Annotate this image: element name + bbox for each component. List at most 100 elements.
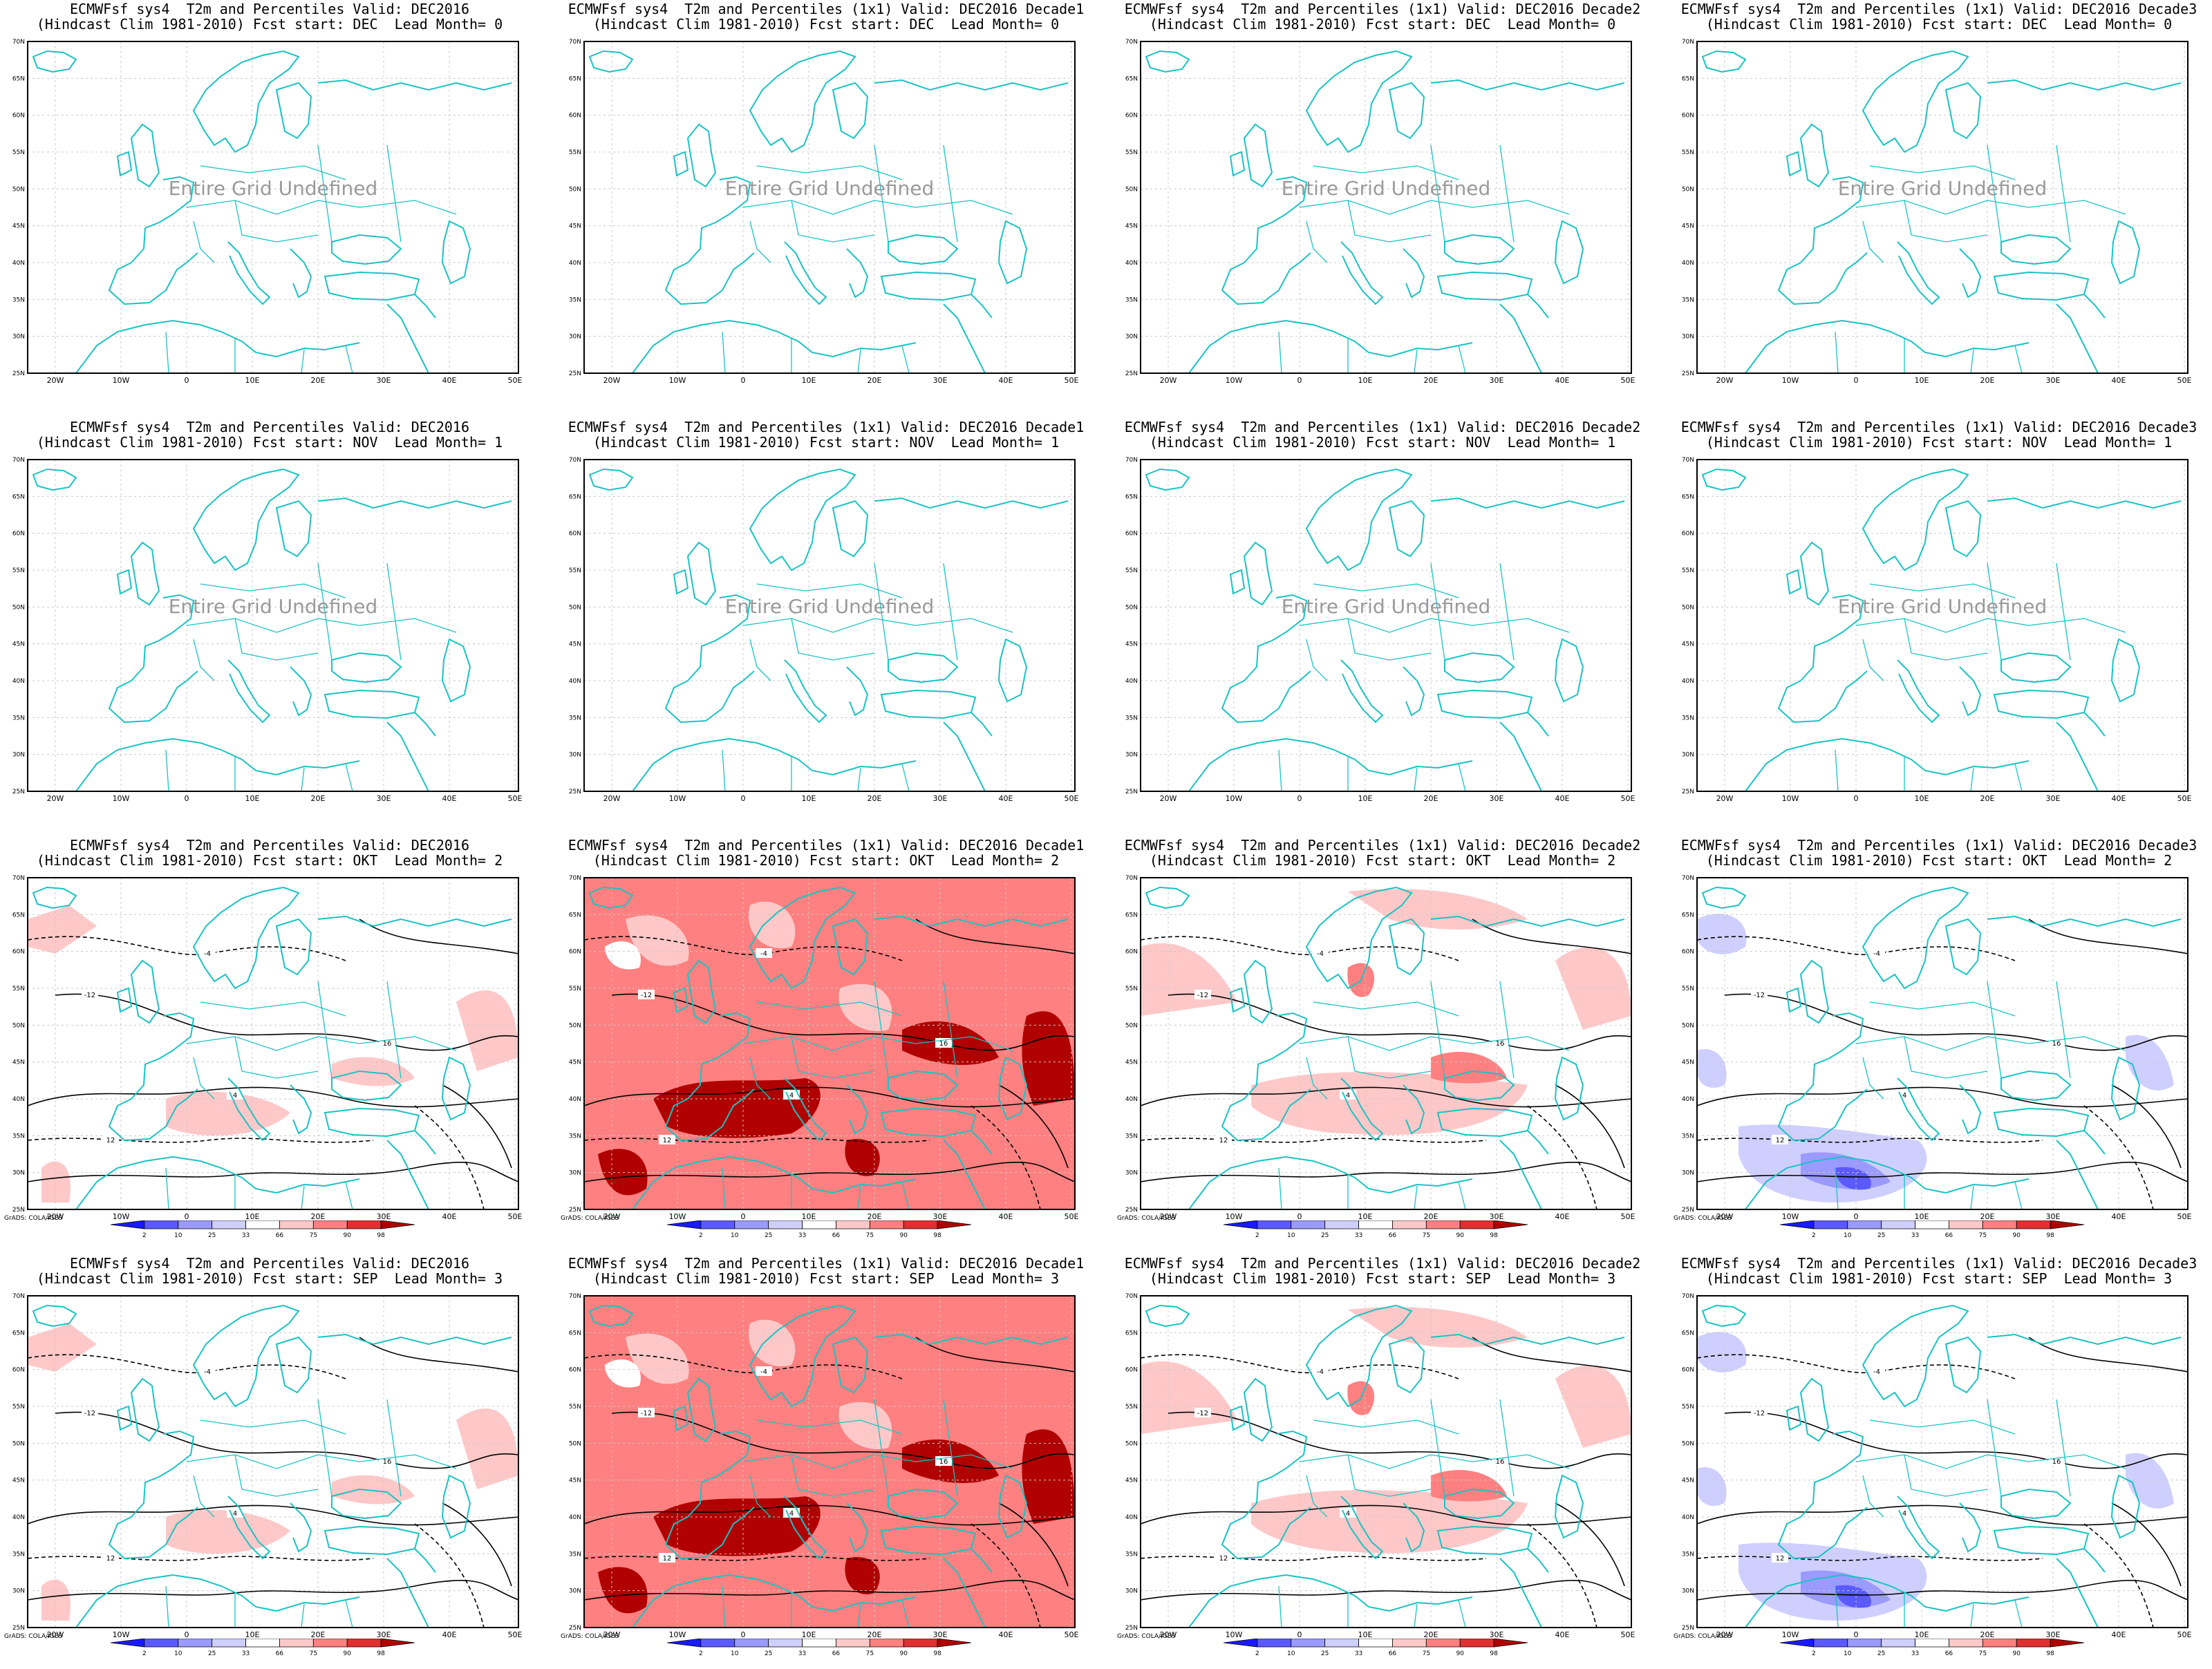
- coastline: [832, 1336, 869, 1394]
- coastline: [2110, 220, 2141, 285]
- colorbar-segment: [667, 1220, 702, 1229]
- latitude-label: 45N: [1125, 1059, 1138, 1066]
- country-border: [1855, 1036, 2126, 1051]
- temperature-contour: [1472, 1337, 1631, 1373]
- latitude-label: 25N: [569, 789, 581, 795]
- country-border: [1499, 563, 1515, 661]
- coastline: [874, 79, 1069, 91]
- percentile-shading: [1697, 914, 1747, 954]
- coastline: [2110, 1474, 2141, 1539]
- undefined-grid-label: Entire Grid Undefined: [1838, 177, 2047, 200]
- coastline: [275, 918, 312, 976]
- longitude-label: 10W: [113, 1630, 130, 1639]
- temperature-contour: [1697, 1086, 2188, 1108]
- percentile-shading: [749, 901, 796, 948]
- coastline: [1229, 569, 1246, 595]
- longitude-label: 0: [741, 1630, 746, 1639]
- latitude-label: 50N: [1125, 604, 1138, 611]
- longitude-label: 0: [741, 376, 746, 385]
- coastline: [943, 722, 986, 791]
- coastline: [108, 1430, 198, 1560]
- coastline: [75, 1574, 360, 1628]
- coastline: [2083, 294, 2106, 319]
- longitude-label: 40E: [1555, 376, 1570, 385]
- latitude-label: 60N: [569, 113, 581, 120]
- colorbar-segment: [667, 1639, 702, 1648]
- coastline: [2056, 303, 2099, 373]
- latitude-label: 50N: [1125, 1440, 1138, 1447]
- coastline: [1403, 1502, 1425, 1553]
- coastline: [1388, 1336, 1425, 1394]
- coastline: [1987, 915, 2182, 927]
- longitude-label: 0: [1297, 794, 1302, 803]
- latitude-label: 40N: [1125, 678, 1138, 685]
- latitude-label: 45N: [569, 223, 581, 230]
- latitude-label: 50N: [1682, 1022, 1694, 1029]
- coastline: [2056, 722, 2099, 791]
- temperature-contour: [915, 918, 1075, 954]
- map-plot: -12 -4 4 12 16 70N 65N 60N 55N 50N 45N 40N 35N 30N 25N…: [569, 1293, 1079, 1639]
- country-border: [1970, 1185, 1974, 1209]
- temperature-contour: [2111, 1084, 2182, 1169]
- longitude-label: 10E: [1915, 376, 1929, 385]
- coastline: [588, 886, 634, 909]
- latitude-label: 45N: [12, 223, 25, 230]
- coastline: [1785, 987, 1802, 1013]
- latitude-label: 60N: [1125, 949, 1138, 956]
- longitude-label: 20W: [47, 1212, 64, 1221]
- percentile-colorbar: 2 10 25 33 66 75 90 98: [111, 1220, 415, 1239]
- latitude-label: 55N: [1682, 567, 1694, 574]
- country-border: [1430, 563, 1445, 661]
- colorbar-segment: [1949, 1639, 1983, 1648]
- temperature-contour: [611, 993, 1075, 1051]
- longitude-label: 0: [741, 1212, 746, 1221]
- longitude-label: 30E: [933, 1212, 948, 1221]
- colorbar-label: 33: [1355, 1650, 1362, 1657]
- longitude-label: 50E: [1065, 794, 1079, 803]
- coastline: [1777, 176, 1868, 305]
- latitude-label: 55N: [569, 567, 581, 574]
- coastline: [1499, 1140, 1542, 1209]
- colorbar-segment: [937, 1639, 971, 1648]
- colorbar-segment: [111, 1639, 145, 1648]
- coastline: [1897, 1077, 1940, 1142]
- coastline: [414, 294, 436, 319]
- longitude-label: 30E: [933, 794, 948, 803]
- latitude-label: 50N: [569, 1440, 581, 1447]
- colorbar-segment: [836, 1639, 870, 1648]
- country-border: [193, 639, 215, 681]
- coastline: [1221, 176, 1311, 305]
- colorbar-label: 98: [933, 1650, 941, 1657]
- percentile-shading: [605, 1359, 641, 1388]
- coastline: [1388, 918, 1425, 976]
- panel-title-line1: ECMWFsf sys4 T2m and Percentiles (1x1) V…: [1124, 1, 1641, 17]
- panel-title-line1: ECMWFsf sys4 T2m and Percentiles (1x1) V…: [1680, 837, 2197, 854]
- longitude-label: 10E: [1358, 376, 1373, 385]
- latitude-label: 35N: [569, 1133, 581, 1140]
- country-border: [2056, 1399, 2071, 1497]
- map-plot: 70N 65N 60N 55N 50N 45N 40N 35N 30N 25N 20W 10W 0 10E…: [1125, 457, 1635, 803]
- country-border: [1430, 981, 1445, 1079]
- coastline: [324, 689, 420, 719]
- longitude-label: 10E: [1915, 1630, 1929, 1639]
- latitude-label: 70N: [1125, 457, 1138, 464]
- longitude-label: 10W: [1782, 1630, 1799, 1639]
- contour-label: 4: [1902, 1510, 1906, 1518]
- colorbar-segment: [836, 1220, 870, 1229]
- coastline: [749, 1304, 856, 1408]
- coastline: [664, 1430, 755, 1560]
- colorbar-segment: [1459, 1220, 1494, 1229]
- latitude-label: 25N: [1125, 789, 1138, 795]
- temperature-contour: [28, 1579, 518, 1601]
- panel-title-line2: (Hindcast Clim 1981-2010) Fcst start: NO…: [592, 434, 1060, 451]
- colorbar-segment: [768, 1220, 803, 1229]
- percentile-colorbar: 2 10 25 33 66 75 90 98: [1780, 1220, 2084, 1239]
- latitude-label: 30N: [569, 1170, 581, 1177]
- coastline: [1862, 1304, 1969, 1408]
- percentile-shading: [845, 1557, 880, 1594]
- coastline: [1527, 1130, 1549, 1155]
- temperature-contour: [915, 1337, 1075, 1373]
- colorbar-segment: [1257, 1639, 1292, 1648]
- coastline: [2083, 712, 2106, 737]
- contour-label: 12: [1776, 1137, 1785, 1144]
